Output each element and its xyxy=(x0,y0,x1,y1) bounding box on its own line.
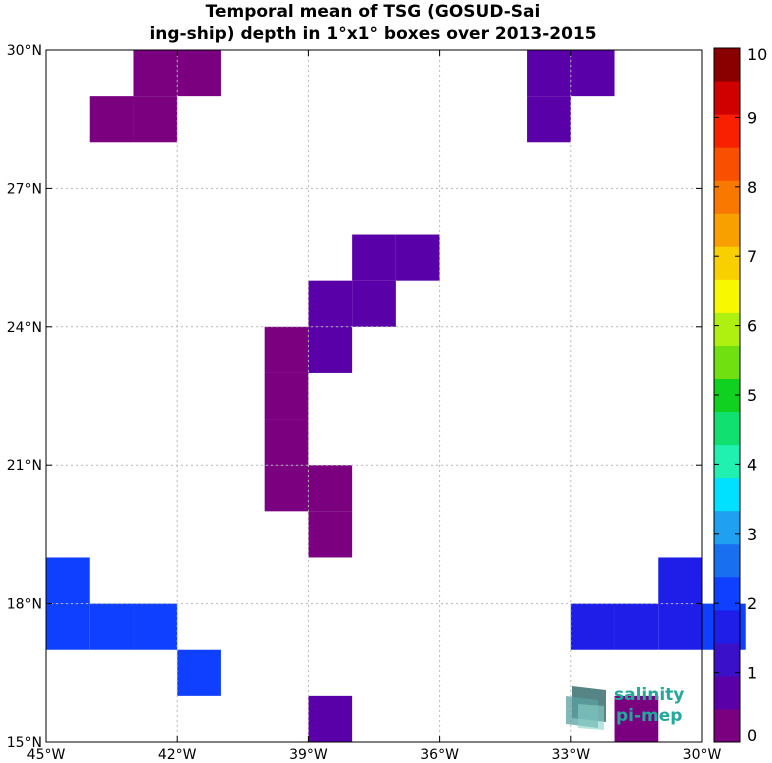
y-tick-label: 30°N xyxy=(7,43,42,59)
heatmap-cell xyxy=(527,96,571,143)
heatmap-cell xyxy=(133,50,178,97)
colorbar: 0 1 2 3 4 5 6 7 8 9 10 xyxy=(713,45,767,745)
heatmap-cell xyxy=(352,234,396,281)
colorbar-segment xyxy=(714,180,740,214)
colorbar-label: 0 xyxy=(747,726,757,745)
colorbar-segment xyxy=(714,477,740,512)
colorbar-segment xyxy=(714,81,740,115)
heatmap-cell xyxy=(570,50,615,97)
heatmap-cell xyxy=(570,603,615,650)
heatmap-cell xyxy=(395,234,440,281)
heatmap-cell xyxy=(614,603,659,650)
colorbar-segment xyxy=(714,708,740,743)
colorbar-label: 7 xyxy=(747,247,757,266)
grid-lines xyxy=(46,50,702,742)
logo-mark-icon xyxy=(566,686,606,730)
heatmap-cell xyxy=(89,96,134,143)
heatmap-cell xyxy=(308,280,353,327)
heatmap-cell xyxy=(133,603,178,650)
heatmap-cell xyxy=(308,326,353,373)
title-line-2: ing-ship) depth in 1°x1° boxes over 2013… xyxy=(149,24,596,44)
heatmap-cell xyxy=(352,280,396,327)
x-tick-label: 33°W xyxy=(551,747,590,763)
heatmap-cell xyxy=(308,695,353,742)
colorbar-label: 6 xyxy=(747,317,757,336)
colorbar-segment xyxy=(714,246,740,280)
colorbar-segment xyxy=(714,48,740,82)
heatmap-cell xyxy=(89,603,134,650)
y-tick-label: 18°N xyxy=(7,597,42,613)
colorbar-segment xyxy=(714,543,740,578)
heatmap-cell xyxy=(614,695,659,742)
heatmap-cell xyxy=(658,557,702,604)
colorbar-segment xyxy=(714,114,740,148)
logo-text-pimep: pi-mep xyxy=(616,706,682,726)
y-tick-label: 27°N xyxy=(7,181,42,197)
heatmap-cell xyxy=(177,649,221,696)
title-line-1: Temporal mean of TSG (GOSUD-Sai xyxy=(206,2,541,22)
logo-text-salinity: salinity xyxy=(614,685,684,705)
heatmap-cell xyxy=(46,603,90,650)
data-cells xyxy=(46,50,746,742)
axes: 45°W 42°W 39°W 36°W 33°W 30°W 15°N 18°N 21°N 24°N… xyxy=(7,43,722,763)
colorbar-segment xyxy=(714,279,740,313)
y-tick-label: 24°N xyxy=(7,320,42,336)
colorbar-label: 2 xyxy=(747,594,757,613)
heatmap-cell xyxy=(308,511,353,558)
colorbar-segment xyxy=(714,510,740,545)
y-tick-label: 21°N xyxy=(7,458,42,474)
colorbar-segment xyxy=(714,642,740,677)
heatmap-cell xyxy=(264,465,309,512)
colorbar-label: 8 xyxy=(747,178,757,197)
x-tick-label: 30°W xyxy=(683,747,722,763)
colorbar-segment xyxy=(714,411,740,446)
chart-title: Temporal mean of TSG (GOSUD-Sai ing-ship… xyxy=(149,2,596,44)
heatmap-cell xyxy=(658,603,702,650)
colorbar-segment xyxy=(714,444,740,479)
colorbar-segment xyxy=(714,576,740,611)
heatmap-cell xyxy=(177,50,221,97)
salinity-pimep-logo: salinity pi-mep xyxy=(566,685,684,730)
colorbar-segment xyxy=(714,213,740,247)
x-tick-label: 45°W xyxy=(27,747,66,763)
heatmap-cell xyxy=(264,372,309,420)
colorbar-label: 1 xyxy=(747,664,757,683)
logo-shape xyxy=(578,704,604,730)
x-tick-label: 39°W xyxy=(289,747,328,763)
colorbar-segment xyxy=(714,147,740,181)
heatmap-cell xyxy=(264,326,309,373)
colorbar-segment xyxy=(714,345,740,379)
colorbar-segment xyxy=(714,675,740,710)
colorbar-label: 4 xyxy=(747,455,757,474)
colorbar-label: 5 xyxy=(747,386,757,405)
y-tick-label: 15°N xyxy=(7,735,42,751)
colorbar-label: 3 xyxy=(747,525,757,544)
heatmap-cell xyxy=(264,419,309,466)
heatmap-cell xyxy=(133,96,178,143)
heatmap-cell xyxy=(46,557,90,604)
x-tick-label: 42°W xyxy=(158,747,197,763)
heatmap-cell xyxy=(308,465,353,512)
x-tick-label: 36°W xyxy=(420,747,459,763)
colorbar-segment xyxy=(714,609,740,644)
colorbar-label: 9 xyxy=(747,108,757,127)
heatmap-cell xyxy=(527,50,571,97)
plot-area: 45°W 42°W 39°W 36°W 33°W 30°W 15°N 18°N 21°N 24°N… xyxy=(7,43,746,763)
plot-frame xyxy=(45,49,703,743)
colorbar-segment xyxy=(714,312,740,346)
colorbar-label: 10 xyxy=(747,45,767,64)
